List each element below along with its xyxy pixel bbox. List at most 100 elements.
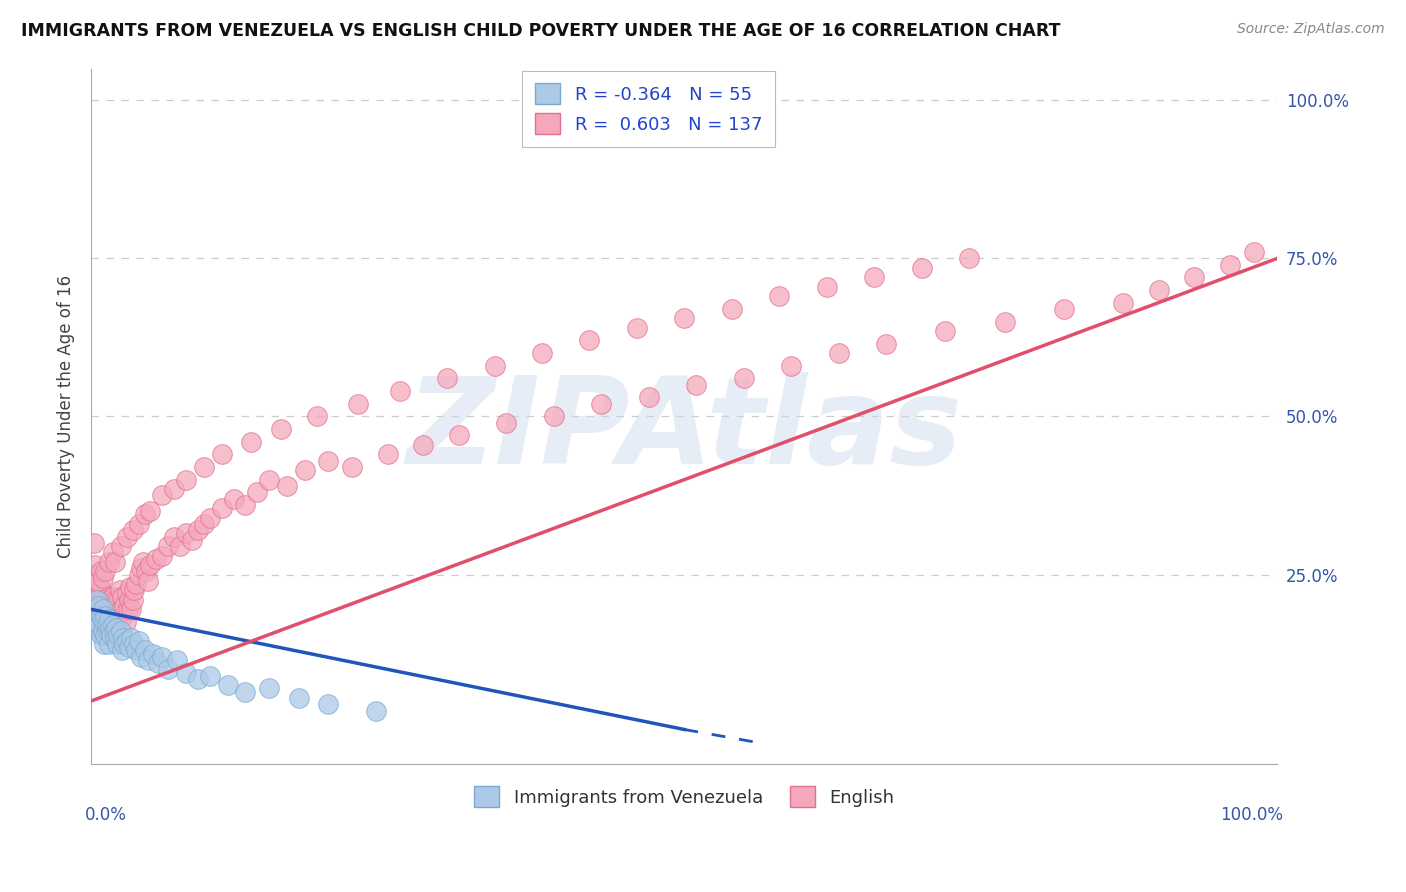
Point (122, 637, 145, 651)
Point (97, 602, 120, 616)
Point (83, 618, 105, 632)
Point (86, 592, 108, 607)
Point (87, 574, 110, 588)
Point (163, 530, 186, 544)
Point (94, 608, 117, 623)
Point (90, 602, 112, 616)
Point (347, 397, 370, 411)
Point (91, 624, 114, 639)
Point (101, 545, 124, 559)
Point (112, 637, 135, 651)
Point (118, 640, 141, 655)
Point (139, 504, 162, 518)
Point (98, 621, 121, 635)
Point (103, 602, 125, 616)
Point (198, 669, 221, 683)
Point (90, 565, 112, 579)
Point (1184, 270, 1206, 285)
Point (87, 608, 110, 623)
Point (86, 599, 108, 614)
Point (388, 384, 411, 398)
Point (98, 627, 121, 641)
Point (626, 321, 648, 335)
Point (97, 621, 120, 635)
Point (105, 637, 128, 651)
Point (87, 606, 110, 620)
Point (193, 516, 215, 531)
Point (222, 491, 245, 506)
Point (115, 634, 138, 648)
Point (934, 324, 956, 338)
Point (910, 260, 932, 275)
Point (107, 592, 129, 607)
Point (340, 460, 363, 475)
Point (94, 565, 117, 579)
Point (128, 567, 150, 582)
Point (101, 590, 124, 604)
Point (145, 551, 167, 566)
Point (134, 508, 156, 522)
Point (174, 473, 197, 487)
Point (94, 618, 117, 632)
Y-axis label: Child Poverty Under the Age of 16: Child Poverty Under the Age of 16 (58, 275, 75, 558)
Point (637, 391, 659, 405)
Point (121, 631, 143, 645)
Point (100, 599, 122, 614)
Point (86, 615, 108, 629)
Point (129, 649, 152, 664)
Point (89, 596, 111, 610)
Point (157, 662, 180, 676)
Point (166, 653, 188, 667)
Point (377, 447, 399, 461)
Point (235, 684, 257, 698)
Point (815, 279, 838, 293)
Point (673, 311, 696, 326)
Point (90, 602, 112, 616)
Point (101, 618, 124, 632)
Point (270, 422, 292, 436)
Text: 100.0%: 100.0% (1220, 806, 1284, 824)
Point (193, 460, 215, 475)
Point (125, 577, 148, 591)
Point (1053, 301, 1076, 316)
Point (211, 501, 233, 516)
Point (543, 409, 565, 424)
Point (578, 334, 600, 348)
Point (90, 627, 112, 641)
Point (90, 612, 112, 626)
Point (115, 586, 138, 600)
Point (1243, 244, 1265, 259)
Point (768, 289, 790, 303)
Point (134, 643, 156, 657)
Point (257, 681, 280, 696)
Point (98, 602, 121, 616)
Point (128, 634, 150, 648)
Point (733, 371, 755, 385)
Point (103, 618, 125, 632)
Point (110, 539, 132, 553)
Point (104, 612, 127, 626)
Point (121, 602, 143, 616)
Point (97, 637, 120, 651)
Point (169, 539, 191, 553)
Point (181, 533, 204, 547)
Point (827, 346, 849, 360)
Point (104, 592, 127, 607)
Point (447, 428, 470, 442)
Point (96, 590, 118, 604)
Point (112, 608, 135, 623)
Text: 0.0%: 0.0% (86, 806, 127, 824)
Point (91, 571, 114, 585)
Point (875, 336, 897, 351)
Point (83, 580, 105, 594)
Point (91, 602, 114, 616)
Point (93, 608, 115, 623)
Point (94, 627, 117, 641)
Point (110, 624, 132, 639)
Point (107, 627, 129, 641)
Point (412, 438, 434, 452)
Point (174, 526, 197, 541)
Point (211, 447, 233, 461)
Point (93, 637, 115, 651)
Point (198, 510, 221, 524)
